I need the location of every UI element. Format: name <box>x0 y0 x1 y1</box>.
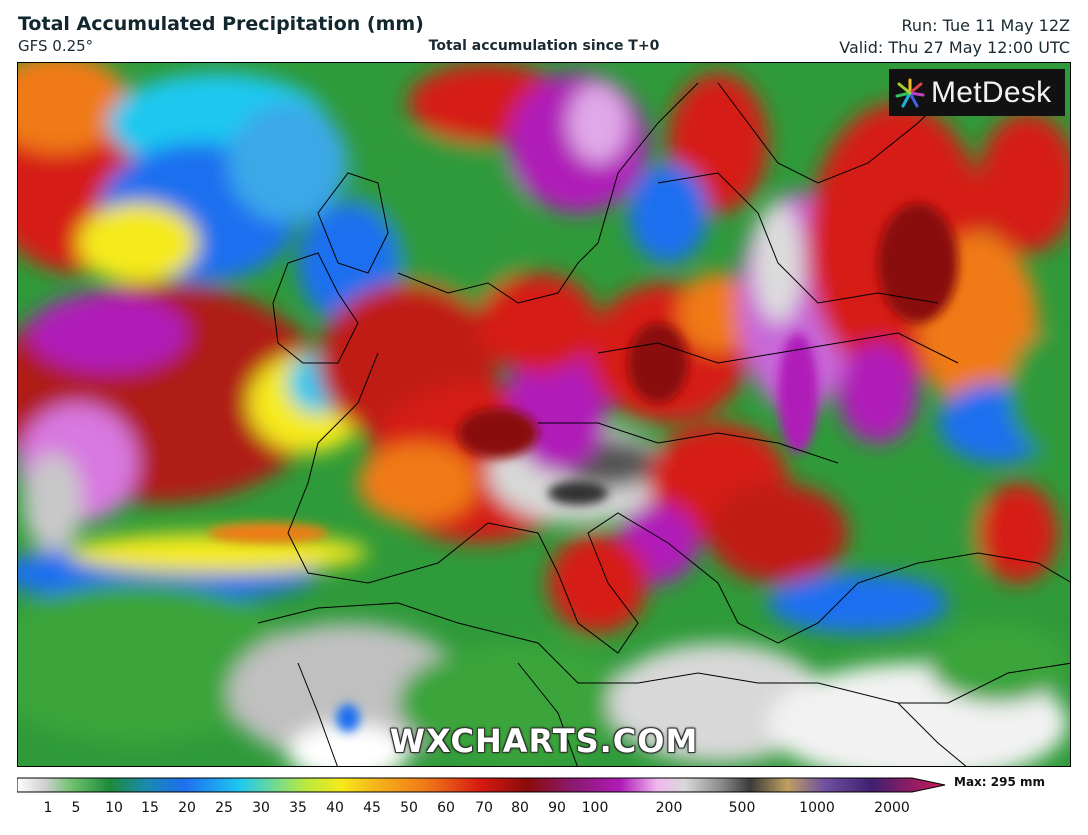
precip-detail <box>208 203 958 732</box>
scale-tick-1: 1 <box>43 800 53 816</box>
scale-tick-25: 25 <box>215 800 233 816</box>
model-label: GFS 0.25° <box>18 37 94 55</box>
scale-tick-40: 40 <box>326 800 344 816</box>
logo-text: MetDesk <box>931 75 1052 109</box>
scale-tick-100: 100 <box>581 800 609 816</box>
precip-field <box>18 63 1070 766</box>
watermark: WXCHARTS.COM <box>389 722 699 760</box>
scale-tick-30: 30 <box>252 800 270 816</box>
scale-tick-15: 15 <box>141 800 159 816</box>
scale-tick-10: 10 <box>105 800 123 816</box>
scale-gradient <box>17 777 946 793</box>
scale-tick-45: 45 <box>363 800 381 816</box>
coastlines <box>257 82 1070 766</box>
scale-tick-90: 90 <box>548 800 566 816</box>
scale-tick-80: 80 <box>511 800 529 816</box>
metdesk-star-icon <box>895 78 925 107</box>
scale-tick-200: 200 <box>655 800 683 816</box>
scale-tick-20: 20 <box>178 800 196 816</box>
precipitation-map: MetDesk WXCHARTS.COM <box>17 62 1071 767</box>
scale-tick-labels: 1 5 10 15 20 25 30 35 40 45 50 60 70 80 90 100 200 500 100… <box>17 800 947 820</box>
metdesk-logo: MetDesk <box>889 69 1065 116</box>
run-time: Run: Tue 11 May 12Z <box>901 16 1071 35</box>
scale-tick-60: 60 <box>437 800 455 816</box>
scale-tick-70: 70 <box>475 800 493 816</box>
scale-tick-1000: 1000 <box>799 800 835 816</box>
max-value-label: Max: 295 mm <box>954 775 1045 789</box>
valid-time: Valid: Thu 27 May 12:00 UTC <box>839 38 1070 57</box>
scale-tick-500: 500 <box>728 800 756 816</box>
scale-tick-35: 35 <box>289 800 307 816</box>
chart-title: Total Accumulated Precipitation (mm) <box>18 13 424 35</box>
scale-tick-5: 5 <box>71 800 81 816</box>
scale-tick-50: 50 <box>400 800 418 816</box>
scale-tick-2000: 2000 <box>874 800 910 816</box>
chart-subtitle: Total accumulation since T+0 <box>428 38 660 54</box>
map-svg <box>18 63 1070 766</box>
color-scale-bar <box>17 777 946 793</box>
